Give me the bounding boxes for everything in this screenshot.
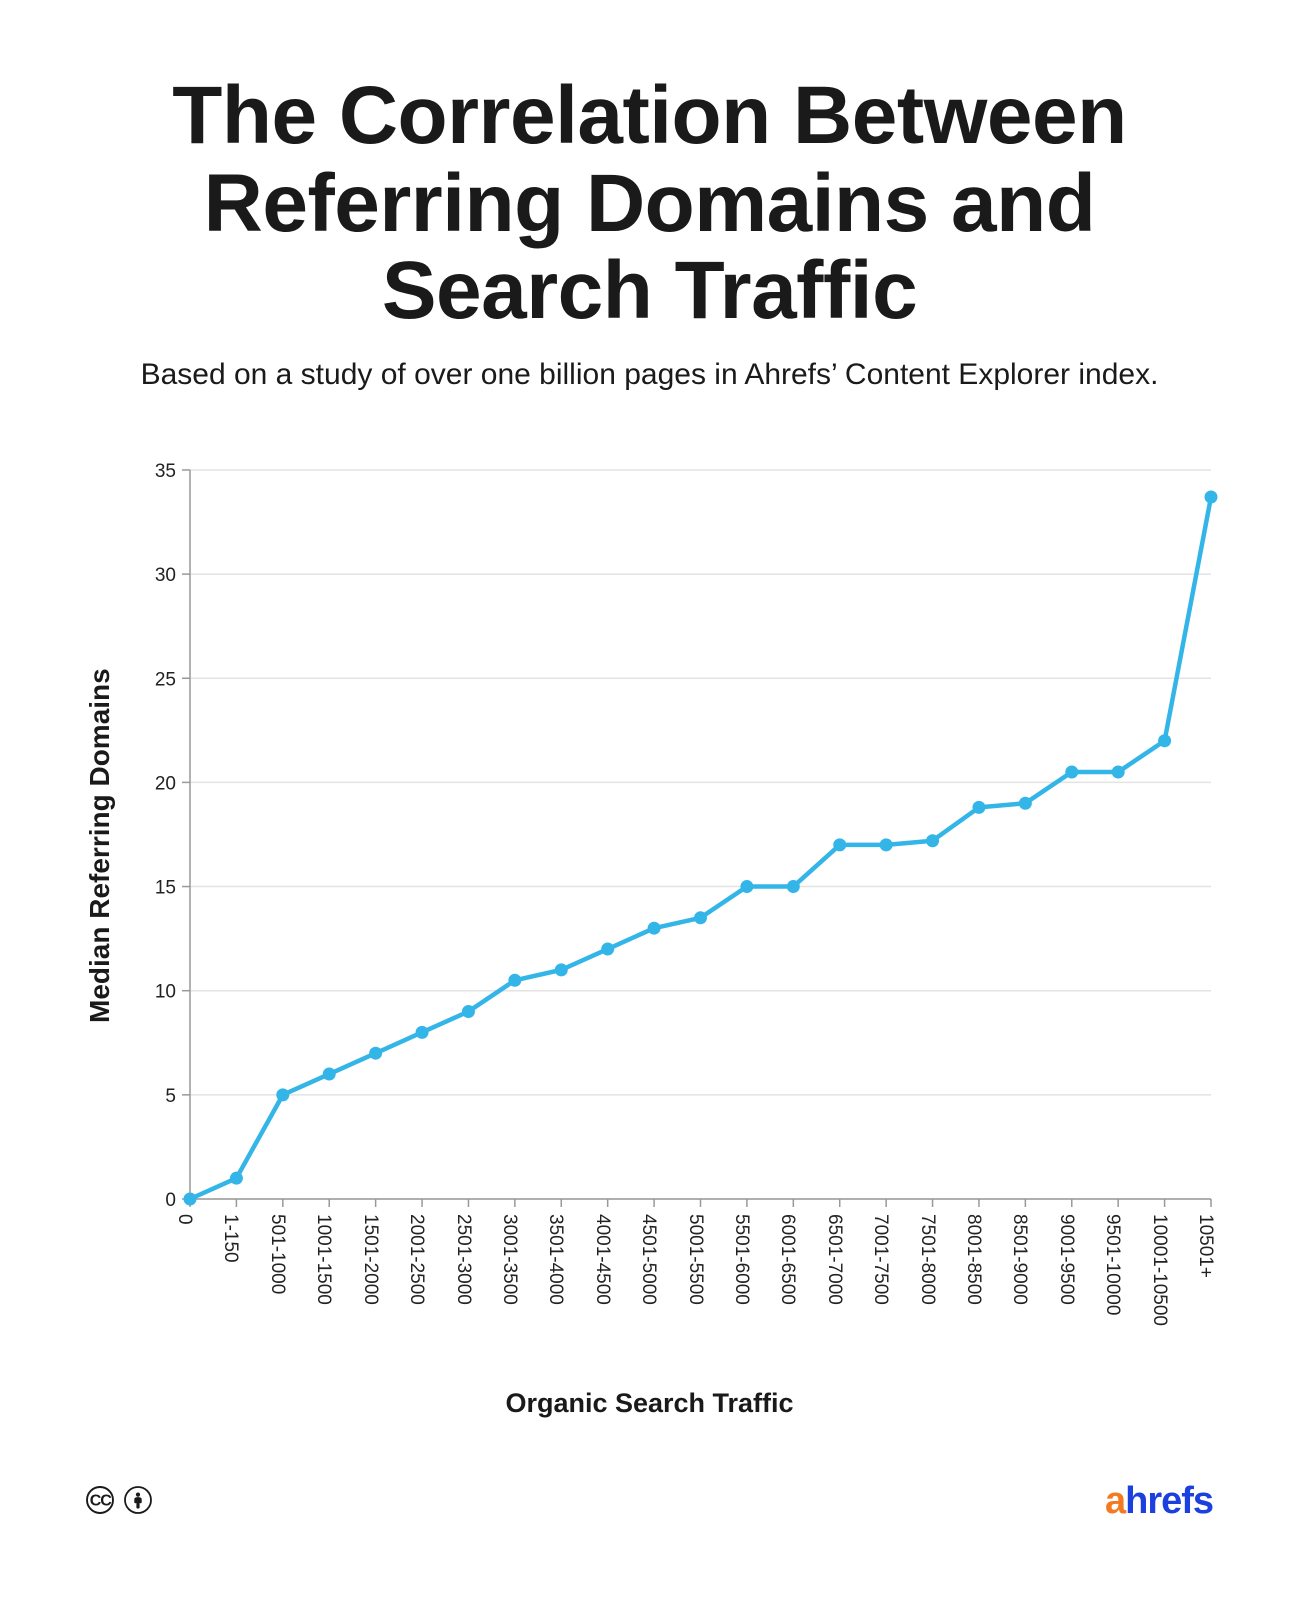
svg-text:20: 20 [155, 773, 176, 794]
svg-text:10: 10 [155, 982, 176, 1003]
svg-text:5: 5 [165, 1086, 176, 1107]
svg-text:35: 35 [155, 461, 176, 482]
svg-text:30: 30 [155, 565, 176, 586]
svg-text:CC: CC [90, 1492, 113, 1509]
svg-text:25: 25 [155, 669, 176, 690]
svg-text:15: 15 [155, 878, 176, 899]
svg-text:0: 0 [165, 1190, 176, 1211]
